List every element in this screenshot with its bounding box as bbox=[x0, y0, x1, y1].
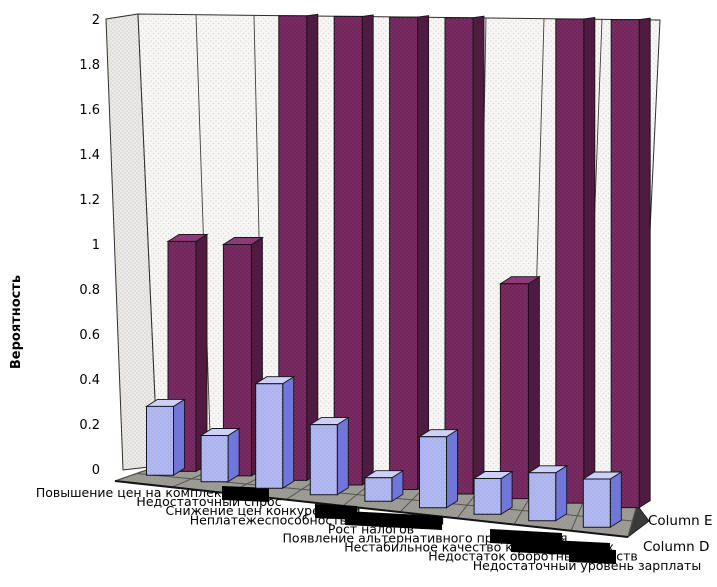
bar-column-e-cat7 bbox=[499, 283, 529, 500]
y-axis-tick-label: 0.6 bbox=[79, 328, 100, 343]
y-axis-tick-label: 1.4 bbox=[79, 148, 100, 163]
series-column-d-bars bbox=[144, 375, 623, 529]
bar-column-e-cat7-side bbox=[527, 275, 540, 500]
value-axis: 0 0.2 0.4 0.6 0.8 1 1.2 1.4 1.6 1.8 2 bbox=[79, 13, 100, 478]
y-axis-tick-label: 0.2 bbox=[79, 418, 100, 433]
y-axis-tick-label: 0.8 bbox=[79, 283, 100, 298]
bar-column-e-cat9 bbox=[610, 19, 640, 509]
bar-column-d-cat6 bbox=[419, 436, 447, 509]
shadow-blob bbox=[345, 511, 442, 530]
x-category-label: Недостаточный уровень зарплаты bbox=[473, 558, 701, 573]
bar-column-e-cat8-side bbox=[583, 16, 596, 504]
y-axis-tick-label: 1.2 bbox=[79, 193, 100, 208]
y-axis-tick-label: 1.6 bbox=[79, 103, 100, 118]
bar-column-e-cat9-side bbox=[638, 17, 651, 509]
bar-column-d-cat7 bbox=[473, 478, 502, 515]
bar-column-e-cat5 bbox=[389, 16, 419, 490]
bar-column-d-cat5 bbox=[364, 477, 393, 502]
legend-entry-column-e: Column E bbox=[648, 513, 713, 529]
bar-column-d-cat4 bbox=[309, 424, 338, 496]
legend: Column E Column D bbox=[643, 513, 713, 555]
y-axis-tick-label: 2 bbox=[92, 13, 100, 28]
y-axis-tick-label: 0.4 bbox=[79, 373, 100, 388]
bar-column-e-cat3 bbox=[278, 15, 308, 481]
y-axis-tick-label: 0 bbox=[92, 463, 100, 478]
bar-column-d-cat2 bbox=[200, 435, 229, 483]
bar-column-d-cat8-side bbox=[555, 464, 568, 522]
shadow-blob bbox=[569, 548, 616, 564]
bar-column-d-cat4-side bbox=[336, 416, 349, 496]
bar-column-d-cat2-side bbox=[227, 427, 240, 483]
bar-column-d-cat3-side bbox=[282, 375, 295, 490]
bar-column-d-cat1 bbox=[146, 405, 174, 476]
bar-column-d-cat9-side bbox=[609, 471, 622, 529]
x-category-label: Снижение цен конкурентами bbox=[166, 503, 361, 518]
bar-column-e-cat8 bbox=[555, 18, 585, 504]
shadow-blob bbox=[222, 486, 269, 502]
bar-column-e-cat6 bbox=[444, 17, 474, 495]
bar-column-d-cat3 bbox=[255, 383, 284, 489]
legend-entry-column-d: Column D bbox=[643, 539, 709, 555]
bar-column-e-cat4 bbox=[333, 15, 363, 486]
y-axis-title: Вероятность bbox=[9, 275, 24, 369]
bar-column-d-cat8 bbox=[528, 472, 557, 522]
bar-column-e-cat6-side bbox=[472, 15, 485, 495]
floor-front-edge bbox=[114, 480, 629, 538]
bar-column-e-cat4-side bbox=[361, 14, 374, 486]
bar-column-e-cat2 bbox=[222, 244, 252, 477]
bar-column-d-cat6-side bbox=[446, 428, 458, 509]
bar-column-d-cat1-side bbox=[173, 398, 185, 477]
bar-column-e-cat5-side bbox=[417, 15, 430, 491]
y-axis-tick-label: 1.8 bbox=[79, 58, 100, 73]
label-shadow-artifacts bbox=[222, 486, 616, 564]
y-axis-tick-label: 1 bbox=[92, 238, 100, 253]
bar-column-d-cat9 bbox=[582, 478, 611, 528]
bar-column-e-cat3-side bbox=[306, 13, 319, 482]
